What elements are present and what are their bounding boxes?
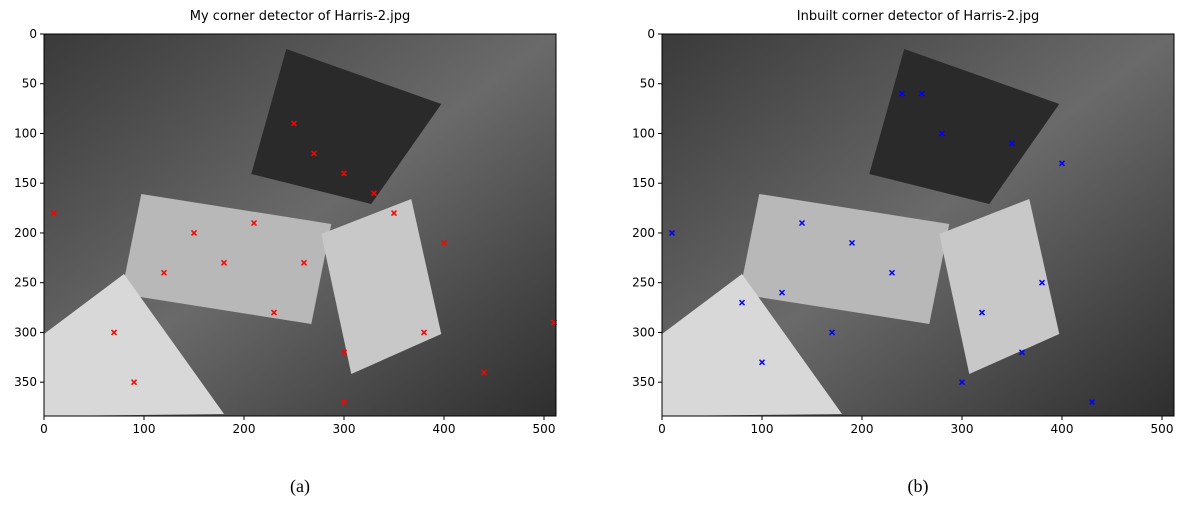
chart-title: My corner detector of Harris-2.jpg	[190, 9, 410, 24]
y-tick-label: 100	[14, 126, 37, 140]
y-tick-label: 150	[14, 176, 37, 190]
x-tick-label: 300	[951, 422, 974, 436]
y-tick-label: 300	[632, 325, 655, 339]
y-tick-label: 300	[14, 325, 37, 339]
y-tick-label: 350	[632, 375, 655, 389]
figure: (a) (b) My corner detector of Harris-2.j…	[0, 0, 1177, 504]
x-tick-label: 400	[1051, 422, 1074, 436]
x-tick-label: 100	[751, 422, 774, 436]
caption: (b)	[908, 476, 929, 497]
x-tick-label: 0	[40, 422, 48, 436]
y-tick-label: 100	[632, 126, 655, 140]
x-tick-label: 400	[433, 422, 456, 436]
y-tick-label: 200	[632, 226, 655, 240]
y-tick-label: 250	[14, 276, 37, 290]
y-tick-label: 0	[29, 27, 37, 41]
y-tick-label: 50	[22, 77, 37, 91]
caption: (a)	[290, 476, 310, 497]
x-tick-label: 500	[1151, 422, 1174, 436]
y-tick-label: 350	[14, 375, 37, 389]
x-tick-label: 500	[533, 422, 556, 436]
y-tick-label: 250	[632, 276, 655, 290]
x-tick-label: 200	[233, 422, 256, 436]
y-tick-label: 200	[14, 226, 37, 240]
y-tick-label: 50	[640, 77, 655, 91]
x-tick-label: 300	[333, 422, 356, 436]
x-tick-label: 100	[133, 422, 156, 436]
x-tick-label: 200	[851, 422, 874, 436]
chart-title: Inbuilt corner detector of Harris-2.jpg	[797, 9, 1039, 24]
x-tick-label: 0	[658, 422, 666, 436]
y-tick-label: 0	[647, 27, 655, 41]
y-tick-label: 150	[632, 176, 655, 190]
